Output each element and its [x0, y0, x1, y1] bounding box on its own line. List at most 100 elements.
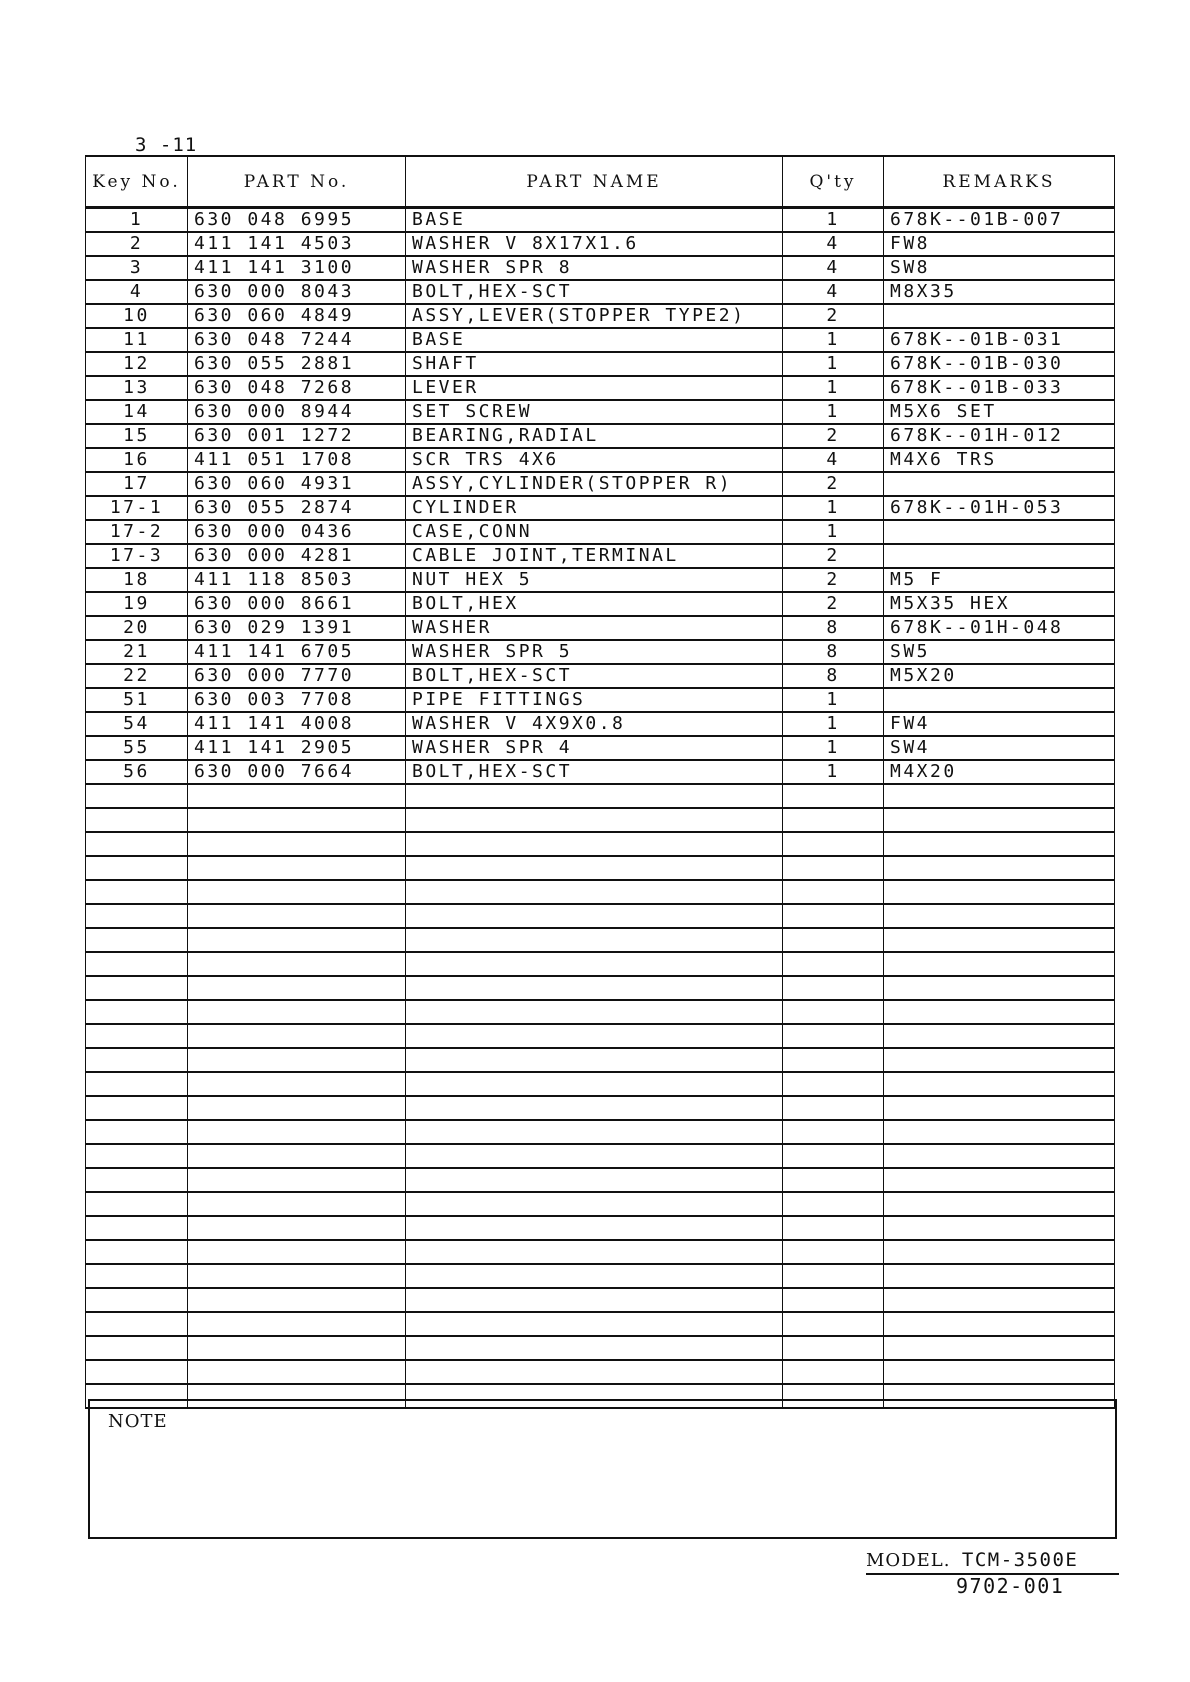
empty-table-row [85, 975, 1115, 1001]
key-no-cell [85, 831, 188, 857]
qty-cell: 1 [782, 735, 884, 761]
part-no-cell: 411 141 4008 [187, 711, 406, 737]
part-name-cell: PIPE FITTINGS [405, 687, 783, 713]
part-no-cell: 411 141 4503 [187, 231, 406, 257]
table-row: 3 411 141 3100 WASHER SPR 8 4 SW8 [85, 255, 1115, 281]
part-name-cell [405, 1335, 783, 1361]
part-name-cell [405, 975, 783, 1001]
note-label: NOTE [108, 1411, 168, 1432]
part-name-cell: SCR TRS 4X6 [405, 447, 783, 473]
empty-table-row [85, 1383, 1115, 1409]
key-no-cell: 18 [85, 567, 188, 593]
remarks-cell [883, 471, 1115, 497]
part-no-cell: 630 003 7708 [187, 687, 406, 713]
key-no-cell [85, 783, 188, 809]
part-name-cell [405, 831, 783, 857]
qty-cell [782, 1311, 884, 1337]
part-no-cell: 630 000 8043 [187, 279, 406, 305]
part-name-cell [405, 1191, 783, 1217]
key-no-cell [85, 903, 188, 929]
header-remarks: REMARKS [883, 155, 1115, 209]
part-name-cell: NUT HEX 5 [405, 567, 783, 593]
qty-cell [782, 1215, 884, 1241]
header-qty: Q'ty [782, 155, 884, 209]
part-no-cell [187, 1335, 406, 1361]
key-no-cell: 17-1 [85, 495, 188, 521]
empty-table-row [85, 1239, 1115, 1265]
qty-cell [782, 807, 884, 833]
key-no-cell [85, 1311, 188, 1337]
part-name-cell [405, 927, 783, 953]
part-name-cell: CABLE JOINT,TERMINAL [405, 543, 783, 569]
key-no-cell: 56 [85, 759, 188, 785]
part-no-cell [187, 1359, 406, 1385]
part-no-cell [187, 927, 406, 953]
qty-cell: 1 [782, 519, 884, 545]
header-part-no: PART No. [187, 155, 406, 209]
qty-cell [782, 1143, 884, 1169]
remarks-cell [883, 951, 1115, 977]
parts-list-table: Key No. PART No. PART NAME Q'ty REMARKS … [85, 155, 1115, 1409]
qty-cell [782, 1071, 884, 1097]
key-no-cell [85, 1383, 188, 1409]
key-no-cell: 55 [85, 735, 188, 761]
key-no-cell: 17 [85, 471, 188, 497]
part-no-cell [187, 1143, 406, 1169]
part-no-cell [187, 1023, 406, 1049]
remarks-cell [883, 519, 1115, 545]
part-name-cell [405, 903, 783, 929]
remarks-cell [883, 903, 1115, 929]
qty-cell: 8 [782, 639, 884, 665]
remarks-cell: M8X35 [883, 279, 1115, 305]
remarks-cell: M5X35 HEX [883, 591, 1115, 617]
part-no-cell [187, 783, 406, 809]
part-name-cell: SET SCREW [405, 399, 783, 425]
empty-table-row [85, 903, 1115, 929]
part-no-cell: 411 141 2905 [187, 735, 406, 761]
key-no-cell: 21 [85, 639, 188, 665]
table-row: 10 630 060 4849 ASSY,LEVER(STOPPER TYPE2) 2 [85, 303, 1115, 329]
key-no-cell [85, 1023, 188, 1049]
empty-table-row [85, 1335, 1115, 1361]
remarks-cell [883, 1047, 1115, 1073]
qty-cell [782, 1023, 884, 1049]
qty-cell [782, 927, 884, 953]
qty-cell [782, 1119, 884, 1145]
part-no-cell [187, 807, 406, 833]
part-name-cell: WASHER [405, 615, 783, 641]
key-no-cell: 20 [85, 615, 188, 641]
qty-cell: 1 [782, 327, 884, 353]
table-row: 13 630 048 7268 LEVER 1 678K--01B-033 [85, 375, 1115, 401]
table-row: 15 630 001 1272 BEARING,RADIAL 2 678K--01H-0… [85, 423, 1115, 449]
remarks-cell: M5X20 [883, 663, 1115, 689]
qty-cell: 4 [782, 231, 884, 257]
table-row: 55 411 141 2905 WASHER SPR 4 1 SW4 [85, 735, 1115, 761]
empty-table-row [85, 1167, 1115, 1193]
empty-table-row [85, 855, 1115, 881]
qty-cell [782, 951, 884, 977]
part-no-cell: 630 048 7268 [187, 375, 406, 401]
key-no-cell: 13 [85, 375, 188, 401]
table-row: 19 630 000 8661 BOLT,HEX 2 M5X35 HEX [85, 591, 1115, 617]
remarks-cell [883, 1239, 1115, 1265]
table-row: 1 630 048 6995 BASE 1 678K--01B-007 [85, 207, 1115, 233]
model-value: TCM-3500E [961, 1549, 1079, 1571]
table-row: 20 630 029 1391 WASHER 8 678K--01H-048 [85, 615, 1115, 641]
qty-cell [782, 975, 884, 1001]
part-no-cell [187, 1215, 406, 1241]
remarks-cell: FW4 [883, 711, 1115, 737]
qty-cell: 2 [782, 423, 884, 449]
part-name-cell: ASSY,LEVER(STOPPER TYPE2) [405, 303, 783, 329]
part-name-cell [405, 1359, 783, 1385]
remarks-cell [883, 975, 1115, 1001]
qty-cell: 8 [782, 615, 884, 641]
qty-cell [782, 1191, 884, 1217]
empty-table-row [85, 1095, 1115, 1121]
part-no-cell: 630 060 4931 [187, 471, 406, 497]
part-name-cell: ASSY,CYLINDER(STOPPER R) [405, 471, 783, 497]
empty-table-row [85, 783, 1115, 809]
remarks-cell [883, 807, 1115, 833]
empty-table-row [85, 1119, 1115, 1145]
empty-table-row [85, 1143, 1115, 1169]
part-no-cell: 630 060 4849 [187, 303, 406, 329]
